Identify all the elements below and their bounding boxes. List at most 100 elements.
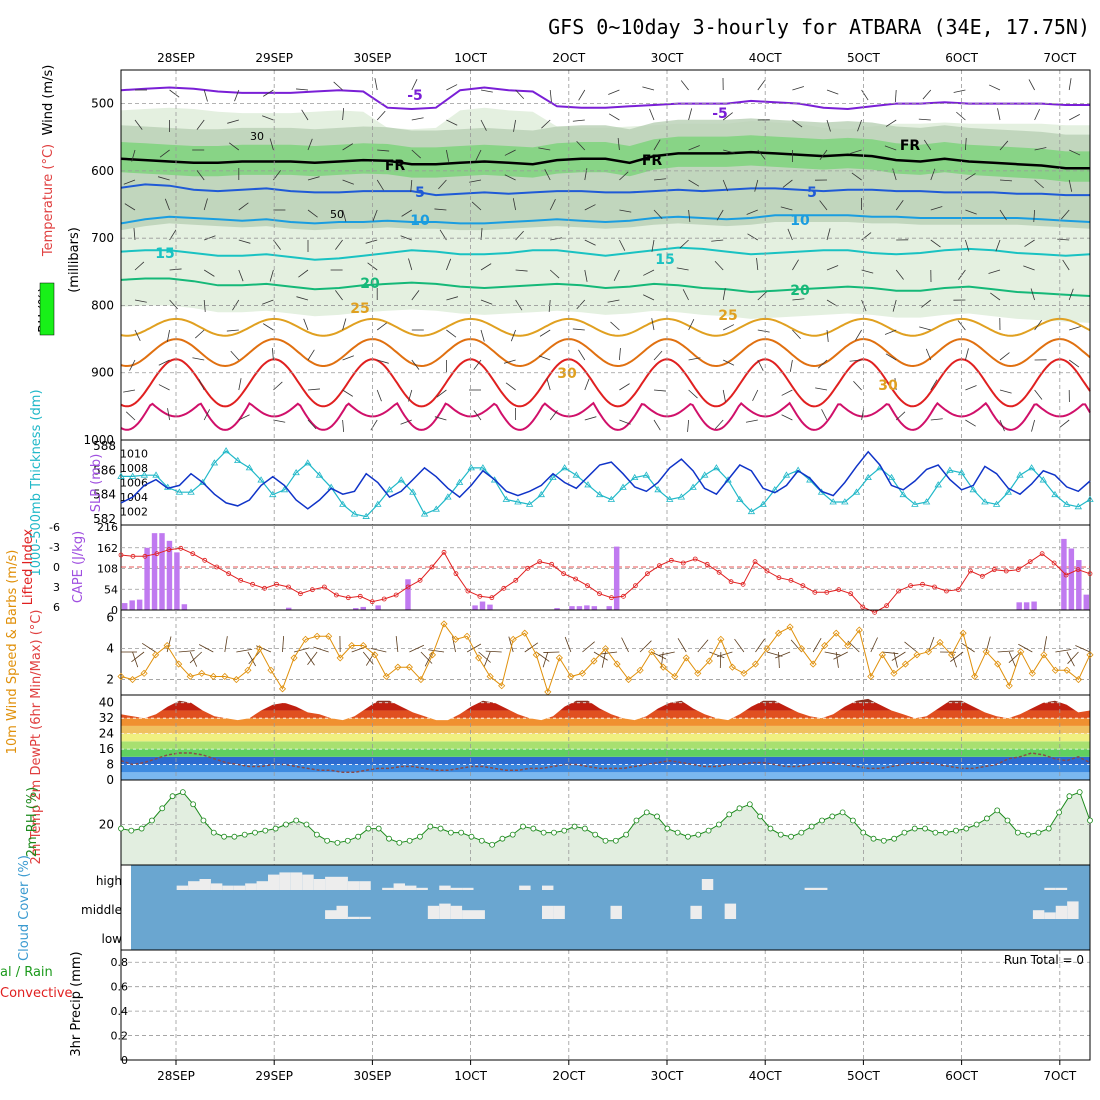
- wind-axis-label: 10m Wind Speed & Barbs (m/s): [5, 550, 20, 755]
- isotherm-label: 10: [410, 213, 430, 229]
- cloud-cover-panel: high middle low Cloud Cover (%): [17, 855, 1091, 961]
- rh-marker: [798, 829, 805, 836]
- rh-marker: [396, 839, 403, 846]
- isotherm-label: -5: [407, 88, 423, 104]
- lifted-index-marker: [262, 585, 267, 591]
- cape-bar: [576, 606, 583, 610]
- wind-speed-marker: [659, 663, 667, 671]
- wind-speed-marker: [405, 663, 413, 671]
- temp-band: [121, 698, 1090, 703]
- rh-marker: [149, 817, 155, 824]
- wind-barb: [965, 385, 977, 391]
- wind-barb: [608, 89, 620, 95]
- wind-barb: [189, 651, 203, 664]
- lifted-index-marker: [166, 547, 172, 553]
- rh-marker: [808, 823, 815, 830]
- wind-speed-marker: [486, 672, 494, 681]
- wind-speed-marker: [325, 632, 333, 640]
- rh-marker: [540, 829, 547, 836]
- wind-barb: [649, 108, 655, 121]
- wind-barb: [861, 408, 865, 421]
- thickness-marker: [852, 488, 861, 495]
- wind-barb: [578, 349, 586, 361]
- cape-bar: [285, 607, 292, 610]
- wind-barb: [480, 299, 493, 305]
- wind-speed-marker: [1017, 648, 1025, 656]
- wind-barb: [411, 149, 421, 159]
- top-date-label: 7OCT: [1043, 51, 1076, 65]
- thickness-marker: [887, 473, 896, 481]
- top-date-label: 6OCT: [945, 51, 978, 65]
- rh-marker: [241, 831, 248, 838]
- wind-barb: [812, 637, 822, 653]
- wind-barb: [141, 642, 156, 653]
- rh-marker: [901, 829, 908, 836]
- bottom-date-label: 6OCT: [945, 1069, 978, 1083]
- cape-axis-label: CAPE (J/kg): [71, 531, 86, 603]
- wind-barb: [921, 299, 932, 308]
- wind-barb: [997, 650, 1014, 653]
- wind-barb: [688, 319, 695, 331]
- wind-barb: [446, 329, 457, 338]
- cape-bar: [487, 604, 493, 610]
- wind-barb: [745, 419, 758, 423]
- wind-speed-marker: [578, 669, 586, 677]
- chart-title: GFS 0~10day 3-hourly for ATBARA (34E, 17…: [548, 15, 1090, 39]
- wind-speed-marker: [394, 663, 402, 671]
- lifted-index-marker: [1015, 567, 1021, 573]
- wind-speed-marker: [948, 651, 956, 659]
- thickness-marker: [981, 498, 989, 505]
- lifted-index-marker: [944, 588, 949, 594]
- wind-barb: [853, 380, 862, 391]
- li-tick: 3: [53, 581, 60, 594]
- temp-tick: 40: [99, 696, 114, 710]
- isotherm-label: 10: [790, 213, 810, 229]
- lifted-index-marker: [788, 577, 794, 583]
- wind-barb: [262, 299, 274, 305]
- cloud-mid-bar: [724, 903, 737, 919]
- rh-marker: [478, 837, 485, 844]
- wind-barb: [819, 200, 828, 211]
- wind-barb: [621, 637, 629, 653]
- isotherm-label: 20: [790, 283, 810, 299]
- wind-barb: [408, 258, 413, 271]
- cloud-high-bar: [519, 885, 531, 890]
- wind-barb: [505, 382, 516, 391]
- cape-bar: [613, 546, 620, 610]
- wind-tick: 2: [106, 673, 114, 687]
- wind-barb: [819, 149, 828, 160]
- wind-speed-marker: [232, 675, 240, 684]
- wind-speed-marker: [117, 672, 125, 681]
- thickness-tick: 582: [93, 512, 116, 526]
- wind-barb: [247, 651, 256, 667]
- wind-speed-line: [120, 622, 1091, 694]
- wind-barb: [124, 203, 136, 211]
- thickness-marker: [899, 490, 907, 498]
- rh-marker: [994, 807, 1001, 814]
- wind-speed-marker: [971, 672, 979, 681]
- cloud-mid-bar: [1067, 901, 1079, 919]
- wind-barb: [524, 642, 539, 653]
- lifted-index-marker: [668, 557, 674, 563]
- lifted-index-marker: [1039, 551, 1045, 557]
- wind-barb: [990, 292, 1001, 301]
- wind-barb: [850, 149, 862, 154]
- wind-barb: [757, 291, 767, 301]
- wind-barb: [951, 651, 957, 668]
- thickness-tick: 588: [93, 439, 116, 453]
- wind-barb: [688, 145, 700, 151]
- cloud-mid-bar: [336, 905, 348, 919]
- wind-barb: [307, 138, 313, 151]
- lifted-index-marker: [178, 545, 184, 551]
- wind-barb: [787, 228, 793, 241]
- cloud-high-bar: [222, 885, 234, 890]
- wind-barb: [131, 651, 145, 663]
- wind-barb: [228, 142, 240, 151]
- pressure-tick: 900: [91, 366, 114, 380]
- cloud-mid-bar: [427, 905, 440, 919]
- cloud-high-bar: [393, 883, 405, 890]
- rh-marker: [138, 825, 145, 832]
- wind-barb: [610, 321, 620, 331]
- wind-barb: [651, 651, 667, 660]
